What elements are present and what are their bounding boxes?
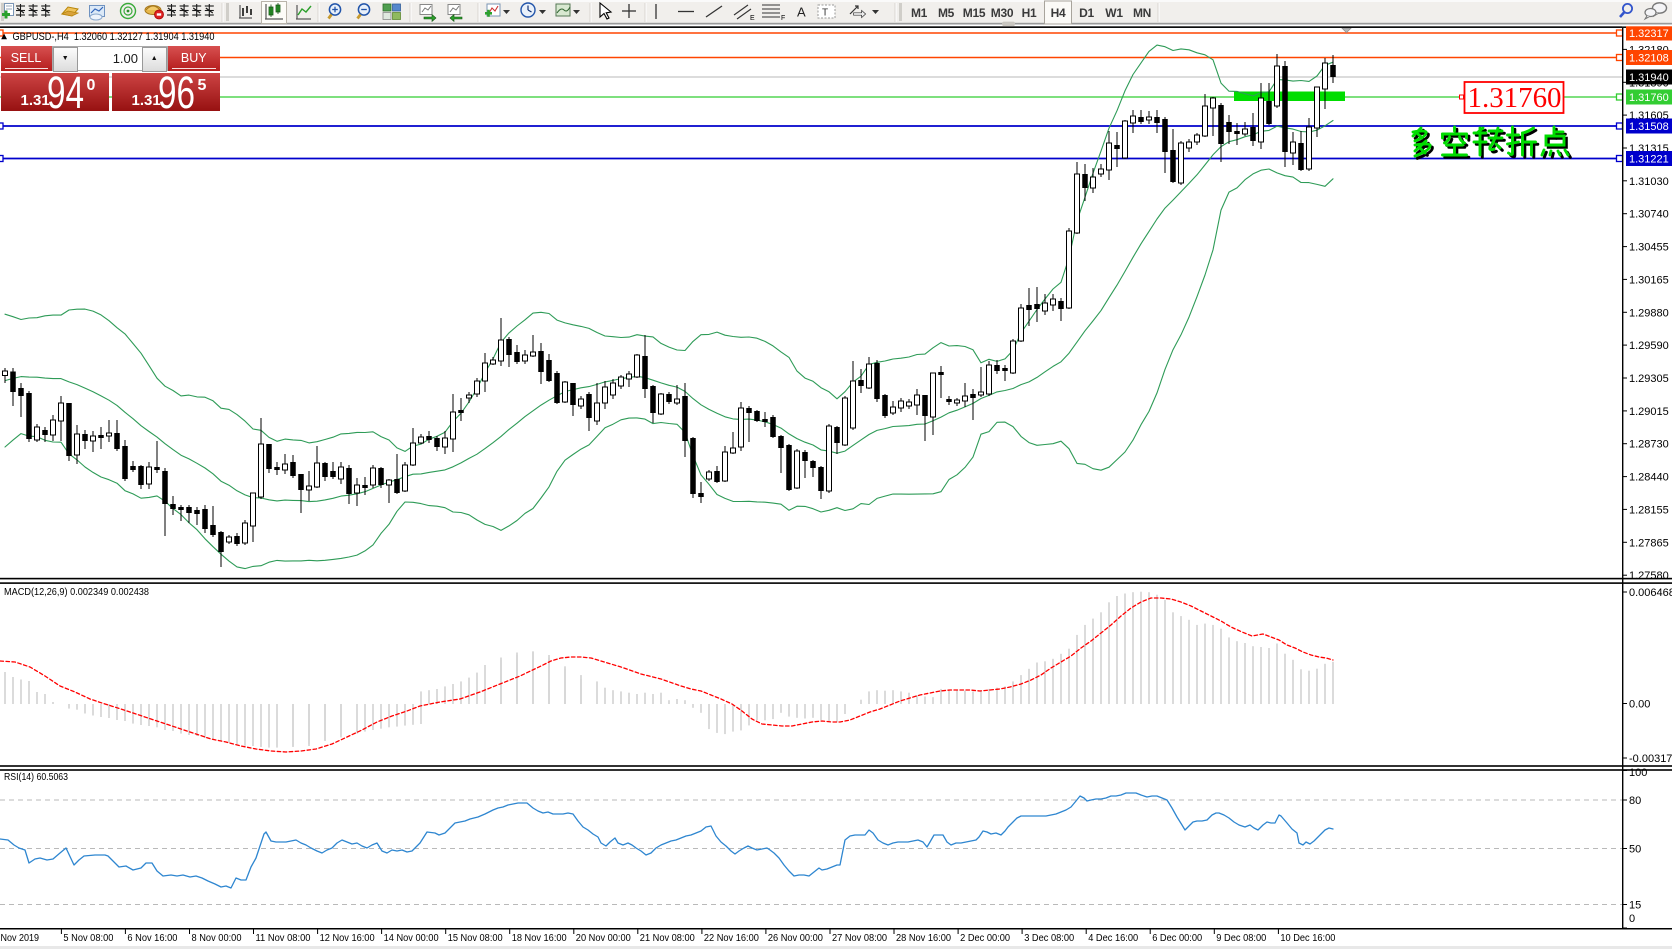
svg-text:F: F [781,15,785,22]
svg-text:1.30740: 1.30740 [1629,209,1669,221]
svg-text:14 Nov 00:00: 14 Nov 00:00 [384,933,439,944]
svg-text:27 Nov 08:00: 27 Nov 08:00 [832,933,887,944]
svg-text:1.31221: 1.31221 [1629,154,1669,166]
svg-text:20 Nov 00:00: 20 Nov 00:00 [576,933,631,944]
svg-text:50: 50 [1629,844,1641,856]
svg-text:1.30165: 1.30165 [1629,274,1669,286]
svg-text:3 Dec 08:00: 3 Dec 08:00 [1024,933,1074,944]
svg-text:80: 80 [1629,795,1641,807]
svg-text:1.31030: 1.31030 [1629,176,1669,188]
svg-text:21 Nov 08:00: 21 Nov 08:00 [640,933,695,944]
svg-text:1.32108: 1.32108 [1629,53,1669,65]
svg-text:6 Nov 16:00: 6 Nov 16:00 [127,933,177,944]
svg-text:M15: M15 [963,6,986,20]
svg-text:1.27865: 1.27865 [1629,537,1669,549]
svg-text:1.29305: 1.29305 [1629,373,1669,385]
svg-text:MN: MN [1133,6,1151,20]
svg-text:8 Nov 00:00: 8 Nov 00:00 [192,933,242,944]
svg-text:1.31940: 1.31940 [1629,72,1669,84]
svg-text:1.30455: 1.30455 [1629,242,1669,254]
svg-text:1.28730: 1.28730 [1629,439,1669,451]
svg-text:D1: D1 [1079,6,1094,20]
svg-text:4 Dec 16:00: 4 Dec 16:00 [1088,933,1138,944]
svg-text:28 Nov 16:00: 28 Nov 16:00 [896,933,951,944]
svg-text:M1: M1 [911,6,928,20]
svg-text:RSI(14) 60.5063: RSI(14) 60.5063 [4,771,68,783]
svg-text:11 Nov 08:00: 11 Nov 08:00 [256,933,311,944]
svg-text:1.28155: 1.28155 [1629,504,1669,516]
svg-text:W1: W1 [1105,6,1123,20]
svg-text:M5: M5 [938,6,955,20]
svg-text:1.31760: 1.31760 [1629,92,1669,104]
svg-text:1.31508: 1.31508 [1629,121,1669,133]
svg-text:M30: M30 [991,6,1014,20]
svg-text:H1: H1 [1022,6,1037,20]
svg-text:T: T [822,8,828,19]
svg-text:1.32317: 1.32317 [1629,28,1669,40]
svg-text:A: A [797,5,806,20]
svg-text:1.27580: 1.27580 [1629,570,1669,582]
svg-text:12 Nov 16:00: 12 Nov 16:00 [320,933,375,944]
svg-text:15 Nov 08:00: 15 Nov 08:00 [448,933,503,944]
svg-text:4 Nov 2019: 4 Nov 2019 [0,933,39,944]
svg-text:22 Nov 16:00: 22 Nov 16:00 [704,933,759,944]
svg-text:1.29015: 1.29015 [1629,406,1669,418]
svg-text:1.29880: 1.29880 [1629,307,1669,319]
svg-text:2 Dec 00:00: 2 Dec 00:00 [960,933,1010,944]
svg-text:15: 15 [1629,900,1641,912]
svg-text:0.00: 0.00 [1629,699,1650,711]
svg-text:18 Nov 16:00: 18 Nov 16:00 [512,933,567,944]
svg-text:26 Nov 00:00: 26 Nov 00:00 [768,933,823,944]
svg-text:100: 100 [1629,767,1647,779]
svg-text:10 Dec 16:00: 10 Dec 16:00 [1280,933,1335,944]
svg-text:H4: H4 [1051,6,1066,20]
svg-text:1.29590: 1.29590 [1629,340,1669,352]
svg-text:1.31760: 1.31760 [1468,83,1562,114]
svg-text:5 Nov 08:00: 5 Nov 08:00 [63,933,113,944]
svg-text:0: 0 [1629,913,1635,925]
svg-text:9 Dec 08:00: 9 Dec 08:00 [1216,933,1266,944]
svg-text:6 Dec 00:00: 6 Dec 00:00 [1152,933,1202,944]
svg-text:1.28440: 1.28440 [1629,472,1669,484]
svg-text:MACD(12,26,9) 0.002349 0.00243: MACD(12,26,9) 0.002349 0.002438 [4,586,149,598]
svg-text:E: E [750,15,755,22]
svg-text:GBPUSD-,H4 1.32060 1.32127 1.: GBPUSD-,H4 1.32060 1.32127 1.31904 1.319… [13,31,215,43]
svg-text:0.006468: 0.006468 [1629,587,1672,599]
